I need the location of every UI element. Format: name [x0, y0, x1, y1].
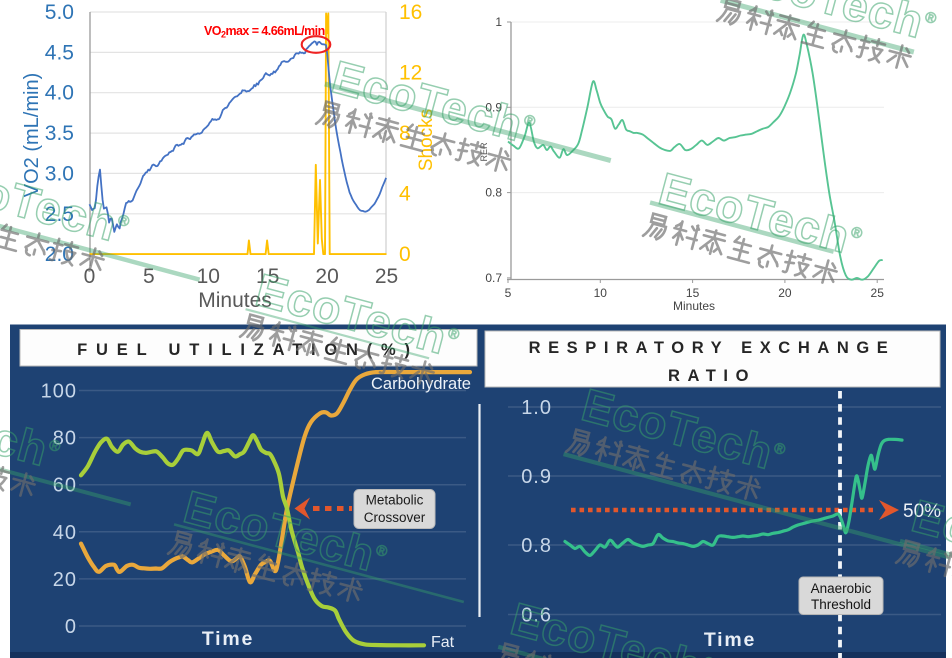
svg-text:10: 10 [197, 265, 220, 288]
svg-text:Fat: Fat [431, 634, 455, 651]
svg-text:80: 80 [53, 428, 77, 450]
svg-text:20: 20 [778, 286, 792, 300]
svg-text:VO2 (mL/min): VO2 (mL/min) [21, 73, 43, 197]
svg-text:FUEL UTILIZATION(%): FUEL UTILIZATION(%) [77, 341, 419, 359]
svg-text:4.0: 4.0 [45, 82, 74, 105]
svg-text:100: 100 [41, 381, 77, 403]
svg-text:0.7: 0.7 [485, 271, 502, 285]
svg-text:16: 16 [399, 1, 422, 24]
svg-text:Threshold: Threshold [811, 597, 871, 612]
svg-text:0: 0 [84, 265, 96, 288]
svg-text:®: ® [772, 440, 787, 459]
svg-text:4.5: 4.5 [45, 41, 74, 64]
svg-text:2.5: 2.5 [45, 203, 74, 226]
svg-text:®: ® [47, 437, 62, 456]
svg-text:0.8: 0.8 [521, 535, 552, 557]
svg-text:0: 0 [399, 243, 411, 266]
svg-text:25: 25 [871, 286, 885, 300]
svg-text:20: 20 [315, 265, 338, 288]
svg-text:12: 12 [399, 62, 422, 85]
svg-text:5: 5 [143, 265, 155, 288]
svg-text:5: 5 [505, 286, 512, 300]
svg-text:40: 40 [53, 522, 77, 544]
svg-text:Crossover: Crossover [364, 510, 426, 525]
svg-text:0.9: 0.9 [485, 100, 502, 114]
svg-text:0: 0 [65, 616, 77, 638]
svg-text:3.0: 3.0 [45, 162, 74, 185]
svg-text:®: ® [701, 654, 716, 658]
svg-text:5.0: 5.0 [45, 1, 74, 24]
svg-text:20: 20 [53, 569, 77, 591]
svg-text:1: 1 [495, 15, 502, 29]
svg-text:®: ® [522, 112, 537, 131]
svg-text:RESPIRATORY EXCHANGE: RESPIRATORY EXCHANGE [529, 339, 896, 357]
svg-text:RER: RER [479, 142, 489, 162]
svg-text:®: ® [374, 542, 389, 561]
svg-text:1.0: 1.0 [521, 397, 552, 419]
svg-text:60: 60 [53, 475, 77, 497]
svg-text:®: ® [116, 212, 131, 231]
svg-text:Time: Time [704, 629, 756, 651]
svg-text:RATIO: RATIO [668, 367, 756, 385]
svg-text:15: 15 [256, 265, 279, 288]
svg-text:0.6: 0.6 [521, 605, 552, 627]
svg-text:10: 10 [594, 286, 608, 300]
svg-text:0.8: 0.8 [485, 186, 502, 200]
svg-text:0.9: 0.9 [521, 466, 552, 488]
svg-text:15: 15 [686, 286, 700, 300]
svg-text:4: 4 [399, 183, 411, 206]
svg-text:Time: Time [202, 628, 254, 650]
svg-text:8: 8 [399, 122, 411, 145]
svg-text:Shocks: Shocks [416, 109, 437, 171]
svg-text:50%: 50% [903, 501, 941, 522]
svg-text:Carbohydrate: Carbohydrate [371, 375, 471, 393]
svg-text:Anaerobic: Anaerobic [811, 581, 872, 596]
svg-text:Minutes: Minutes [198, 289, 272, 312]
svg-text:®: ® [446, 325, 461, 344]
svg-text:VO2max = 4.66mL/min: VO2max = 4.66mL/min [204, 24, 325, 40]
svg-text:3.5: 3.5 [45, 122, 74, 145]
svg-text:®: ® [849, 224, 864, 243]
svg-text:®: ® [923, 9, 938, 28]
svg-text:Minutes: Minutes [673, 299, 715, 313]
svg-text:25: 25 [375, 265, 398, 288]
svg-text:Metabolic: Metabolic [366, 493, 424, 508]
